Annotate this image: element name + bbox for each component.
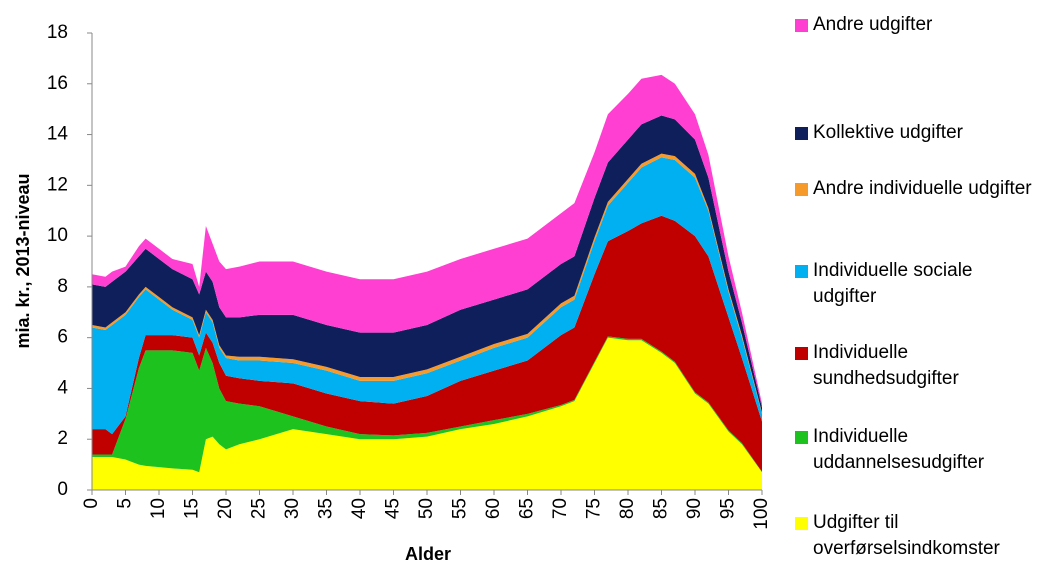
legend-label: Udgifter til overførselsindkomster <box>813 512 1000 559</box>
x-tick-label: 5 <box>115 498 136 509</box>
y-axis-title: mia. kr., 2013-niveau <box>13 173 33 348</box>
legend-item: Individuelle sundhedsudgifter <box>795 340 1045 392</box>
legend-item: Individuelle uddannelsesudgifter <box>795 424 1045 476</box>
legend-swatch <box>795 127 808 140</box>
x-tick-label: 20 <box>215 498 236 519</box>
x-tick-label: 85 <box>651 498 672 519</box>
x-tick-label: 90 <box>684 498 705 519</box>
legend-label: Kollektive udgifter <box>813 122 963 143</box>
legend-swatch <box>795 183 808 196</box>
y-tick-label: 16 <box>47 73 68 94</box>
legend-item: Individuelle sociale udgifter <box>795 258 1045 310</box>
x-tick-label: 60 <box>483 498 504 519</box>
x-tick-label: 35 <box>316 498 337 519</box>
legend-swatch <box>795 347 808 360</box>
x-tick-label: 10 <box>148 498 169 519</box>
area <box>92 115 762 413</box>
x-axis-title: Alder <box>405 544 451 564</box>
x-tick-label: 65 <box>517 498 538 519</box>
x-tick-label: 50 <box>416 498 437 519</box>
x-tick-label: 55 <box>450 498 471 519</box>
x-tick-label: 75 <box>584 498 605 519</box>
legend-swatch <box>795 517 808 530</box>
y-tick-label: 6 <box>57 327 68 348</box>
legend-swatch <box>795 19 808 32</box>
legend-item: Andre individuelle udgifter <box>795 176 1045 202</box>
legend-label: Individuelle sociale udgifter <box>813 260 973 307</box>
y-tick-label: 12 <box>47 174 68 195</box>
x-tick-label: 95 <box>718 498 739 519</box>
y-tick-label: 4 <box>57 377 68 398</box>
legend-label: Andre individuelle udgifter <box>813 178 1032 199</box>
legend-item: Andre udgifter <box>795 12 1045 38</box>
area <box>92 337 762 490</box>
y-tick-label: 10 <box>47 225 68 246</box>
y-tick-label: 14 <box>47 124 69 145</box>
y-tick-label: 2 <box>57 428 68 449</box>
legend-swatch <box>795 265 808 278</box>
y-tick-label: 0 <box>57 479 68 500</box>
x-tick-label: 70 <box>550 498 571 519</box>
x-tick-label: 15 <box>182 498 203 519</box>
area <box>92 157 762 435</box>
y-tick-label: 18 <box>47 22 68 43</box>
y-tick-label: 8 <box>57 276 68 297</box>
x-tick-label: 25 <box>249 498 270 519</box>
area <box>92 74 762 408</box>
x-tick-label: 40 <box>349 498 370 519</box>
area <box>92 215 762 472</box>
legend-item: Udgifter til overførselsindkomster <box>795 510 1045 562</box>
legend-label: Individuelle uddannelsesudgifter <box>813 426 985 473</box>
area <box>92 336 762 473</box>
x-tick-label: 0 <box>81 498 102 509</box>
legend-label: Individuelle sundhedsudgifter <box>813 342 959 389</box>
x-tick-label: 45 <box>383 498 404 519</box>
x-tick-label: 100 <box>751 498 772 530</box>
x-tick-label: 80 <box>617 498 638 519</box>
legend-item: Kollektive udgifter <box>795 120 1045 146</box>
x-tick-label: 30 <box>282 498 303 519</box>
legend-swatch <box>795 431 808 444</box>
legend-label: Andre udgifter <box>813 14 933 35</box>
